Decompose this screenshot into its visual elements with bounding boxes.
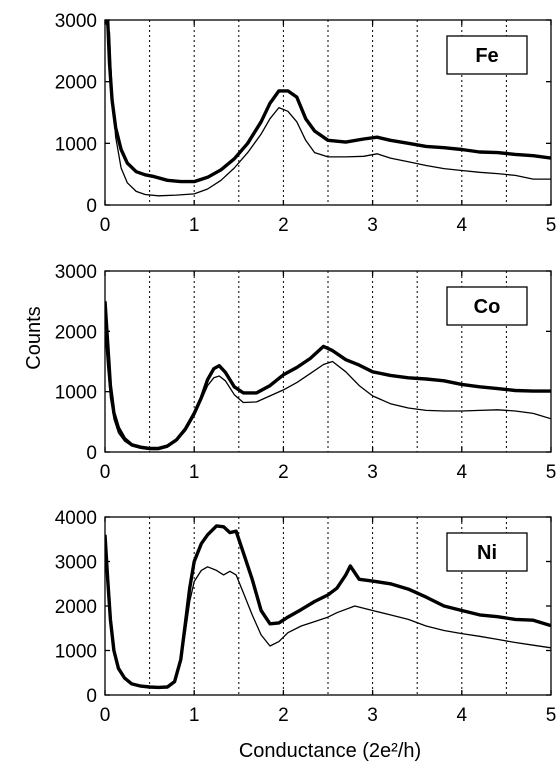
x-tick-label: 5 — [546, 215, 557, 236]
y-tick-label: 3000 — [55, 262, 97, 283]
x-tick-label: 1 — [189, 462, 200, 483]
y-tick-label: 2000 — [55, 322, 97, 343]
panel-label: Ni — [477, 542, 497, 564]
x-tick-label: 5 — [546, 705, 557, 726]
x-tick-label: 0 — [100, 705, 111, 726]
series-line-thin — [105, 539, 551, 689]
x-tick-label: 2 — [278, 705, 289, 726]
y-tick-label: 0 — [86, 443, 97, 464]
panel-label-box — [446, 286, 528, 326]
x-tick-label: 4 — [457, 705, 468, 726]
x-tick-label: 5 — [546, 462, 557, 483]
x-tick-label: 4 — [457, 215, 468, 236]
y-axis-label: Counts — [23, 306, 45, 369]
panel-label: Co — [474, 296, 501, 318]
panel-label: Fe — [475, 45, 498, 67]
x-tick-label: 2 — [278, 215, 289, 236]
panel-co: 0 1 2 3 4 5 0 1000 2000 3000 Co — [55, 262, 557, 483]
series-line-thick — [105, 20, 551, 184]
y-tick-label: 0 — [86, 196, 97, 217]
panel-ni: 0 1 2 3 4 5 0 1000 2000 3000 4000 Ni — [55, 508, 557, 726]
x-tick-label: 1 — [189, 215, 200, 236]
x-tick-label: 2 — [278, 462, 289, 483]
panel-fe: 0 1 2 3 4 5 0 1000 2000 3000 Fe — [55, 11, 557, 236]
series-line-thin — [105, 20, 551, 197]
x-tick-label: 4 — [457, 462, 468, 483]
x-tick-label: 3 — [367, 462, 378, 483]
series-line-thin — [105, 331, 551, 451]
x-tick-label: 1 — [189, 705, 200, 726]
x-axis-label: Conductance (2e²/h) — [239, 740, 421, 762]
y-tick-label: 1000 — [55, 642, 97, 663]
y-tick-label: 0 — [86, 686, 97, 707]
panel-label-box — [446, 532, 528, 572]
panel-label-box — [446, 35, 528, 75]
y-tick-label: 1000 — [55, 134, 97, 155]
y-tick-label: 1000 — [55, 383, 97, 404]
plot-frame — [104, 19, 552, 206]
y-tick-label: 2000 — [55, 73, 97, 94]
x-tick-label: 3 — [367, 705, 378, 726]
x-tick-label: 0 — [100, 215, 111, 236]
x-tick-label: 3 — [367, 215, 378, 236]
y-tick-label: 4000 — [55, 508, 97, 529]
y-tick-label: 2000 — [55, 597, 97, 618]
y-tick-label: 3000 — [55, 11, 97, 32]
plot-frame — [104, 270, 552, 453]
series-line-thick — [105, 301, 551, 451]
y-tick-label: 3000 — [55, 553, 97, 574]
x-tick-label: 0 — [100, 462, 111, 483]
